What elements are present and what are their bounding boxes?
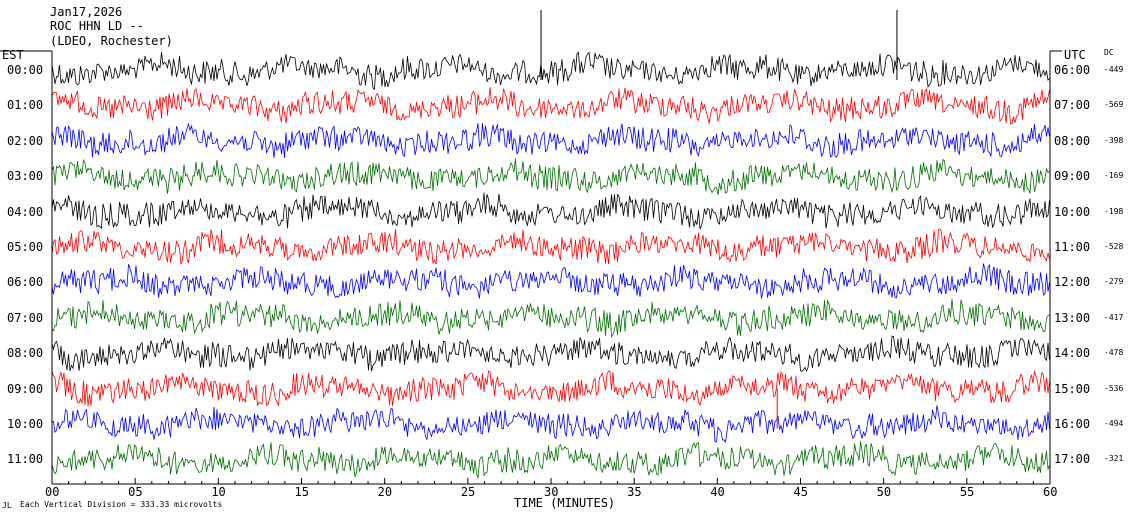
x-tick-label: 20 [377, 485, 393, 499]
trace-line [51, 370, 1050, 407]
scale-note: Each Vertical Division = 333.33 microvol… [20, 500, 223, 509]
dc-offset-label: -398 [1104, 135, 1124, 145]
trace-line [51, 51, 1050, 90]
x-tick-label: 35 [627, 485, 642, 499]
dc-offset-label: -169 [1104, 171, 1124, 181]
network-label: (LDEO, Rochester) [50, 34, 173, 48]
trace-line [51, 87, 1050, 125]
utc-hour-label: 16:00 [1054, 417, 1091, 431]
est-hour-label: 11:00 [7, 452, 44, 467]
dc-offset-label: -478 [1104, 348, 1124, 358]
x-tick-label: 45 [793, 485, 808, 499]
utc-hour-label: 08:00 [1054, 133, 1091, 148]
corner-mark: JL [2, 501, 12, 510]
trace-line [51, 298, 1050, 338]
x-tick-label: 60 [1043, 485, 1058, 499]
utc-hour-label: 13:00 [1054, 310, 1091, 325]
est-hour-label: 08:00 [7, 346, 44, 361]
est-hour-label: 10:00 [7, 417, 44, 431]
trace-line [51, 122, 1050, 159]
est-hour-label: 02:00 [7, 133, 44, 148]
est-hour-label: 07:00 [7, 310, 44, 325]
utc-hour-label: 09:00 [1054, 169, 1091, 184]
x-axis-label: TIME (MINUTES) [514, 496, 616, 510]
dc-offset-label: -494 [1104, 419, 1124, 428]
trace-line [51, 263, 1050, 299]
est-hour-label: 04:00 [7, 204, 44, 219]
est-hour-label: 05:00 [7, 240, 44, 254]
est-hour-label: 09:00 [7, 381, 44, 396]
trace-line [51, 405, 1050, 444]
station-label: ROC HHN LD -- [50, 19, 144, 33]
plot-frame [0, 50, 1062, 485]
date-label: Jan17,2026 [50, 5, 123, 19]
utc-hour-label: 06:00 [1054, 63, 1091, 77]
trace-line [51, 441, 1050, 479]
dc-offset-label: -536 [1104, 383, 1124, 393]
x-tick-label: 00 [45, 485, 60, 499]
utc-timezone-label: UTC [1064, 48, 1086, 62]
utc-hour-label: 15:00 [1054, 381, 1091, 396]
trace-line [51, 228, 1050, 265]
dc-header-label: DC [1104, 48, 1114, 57]
dc-offset-label: -198 [1104, 206, 1124, 216]
trace-line [51, 335, 1050, 373]
est-hour-label: 03:00 [7, 169, 44, 184]
x-tick-label: 50 [876, 485, 892, 499]
x-tick-label: 25 [460, 485, 476, 499]
utc-hour-label: 11:00 [1054, 240, 1091, 254]
dc-offset-label: -528 [1104, 242, 1124, 251]
x-tick-label: 40 [710, 485, 725, 499]
est-hour-label: 00:00 [7, 63, 44, 77]
x-tick-label: 55 [959, 485, 975, 499]
seismic-traces [51, 10, 1050, 479]
x-tick-label: 15 [294, 485, 309, 499]
utc-hour-label: 10:00 [1054, 204, 1091, 219]
dc-offset-label: -417 [1104, 312, 1124, 322]
utc-hour-label: 07:00 [1054, 98, 1091, 113]
est-hour-label: 01:00 [7, 98, 44, 113]
dc-offset-label: -569 [1104, 100, 1124, 110]
dc-offset-label: -321 [1104, 454, 1124, 464]
x-tick-label: 30 [544, 485, 559, 499]
trace-line [51, 192, 1050, 230]
utc-hour-label: 17:00 [1054, 452, 1091, 467]
dc-offset-label: -449 [1104, 65, 1124, 74]
x-tick-label: 05 [128, 485, 143, 499]
est-timezone-label: EST [2, 48, 24, 62]
utc-hour-label: 12:00 [1054, 275, 1091, 290]
dc-offset-label: -279 [1104, 277, 1124, 287]
trace-line [51, 158, 1050, 196]
utc-hour-label: 14:00 [1054, 346, 1091, 361]
x-tick-label: 10 [211, 485, 226, 499]
est-hour-label: 06:00 [7, 275, 44, 290]
